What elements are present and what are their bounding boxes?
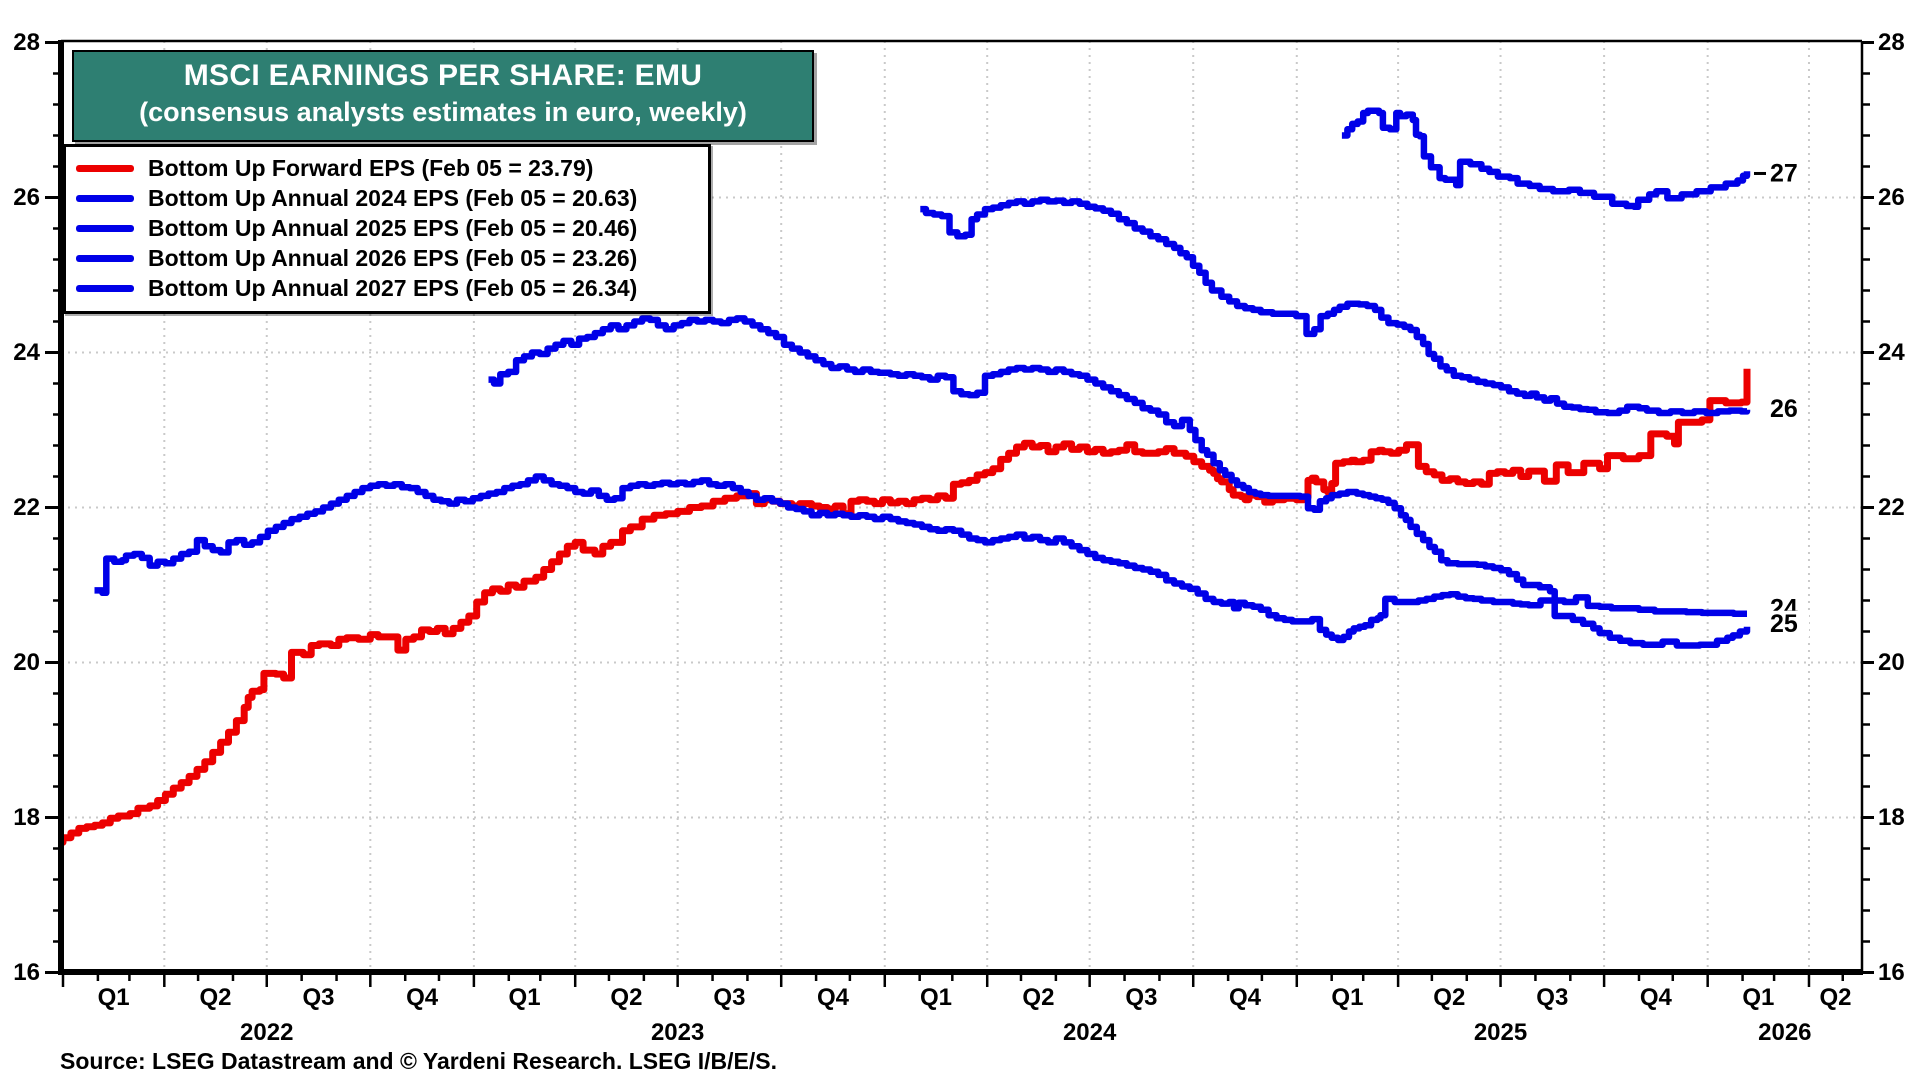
x-quarter-label: Q1 — [98, 984, 130, 1011]
x-quarter-label: Q3 — [1125, 984, 1157, 1011]
series-line-23.26 — [920, 196, 1751, 417]
legend-line-swatch — [76, 194, 134, 202]
y-axis-label-right: 26 — [1878, 184, 1905, 211]
series-line-20.63 — [94, 473, 1747, 644]
x-year-label: 2025 — [1474, 1019, 1527, 1046]
y-axis-label-left: 18 — [13, 804, 40, 831]
y-axis-label-left: 20 — [13, 649, 40, 676]
legend-line-swatch — [76, 164, 134, 172]
y-axis-label-right: 18 — [1878, 804, 1905, 831]
y-axis-label-right: 20 — [1878, 649, 1905, 676]
legend-item: Bottom Up Annual 2024 EPS (Feb 05 = 20.6… — [76, 183, 700, 213]
legend-item: Bottom Up Annual 2027 EPS (Feb 05 = 26.3… — [76, 273, 700, 303]
x-quarter-label: Q4 — [1640, 984, 1673, 1011]
x-quarter-label: Q3 — [303, 984, 335, 1011]
legend-item-label: Bottom Up Annual 2024 EPS (Feb 05 = 20.6… — [148, 184, 638, 211]
legend-item-label: Bottom Up Annual 2027 EPS (Feb 05 = 26.3… — [148, 274, 638, 301]
x-quarter-label: Q1 — [509, 984, 541, 1011]
series-line-23.79 — [59, 368, 1751, 846]
x-year-label: 2024 — [1063, 1019, 1117, 1046]
x-year-label: 2026 — [1758, 1019, 1811, 1046]
legend-item-label: Bottom Up Forward EPS (Feb 05 = 23.79) — [148, 154, 594, 181]
legend-line-swatch — [76, 284, 134, 292]
legend-line-swatch — [76, 224, 134, 232]
x-year-label: 2023 — [651, 1019, 704, 1046]
chart-title: MSCI EARNINGS PER SHARE: EMU — [183, 59, 703, 92]
end-label-mask — [1765, 610, 1809, 638]
series-lines — [59, 107, 1751, 846]
x-year-label: 2022 — [240, 1019, 293, 1046]
x-quarter-label: Q2 — [610, 984, 642, 1011]
legend-item-label: Bottom Up Annual 2025 EPS (Feb 05 = 20.4… — [148, 214, 638, 241]
source-note: Source: LSEG Datastream and © Yardeni Re… — [60, 1048, 777, 1074]
y-axis-label-left: 24 — [13, 339, 40, 366]
y-axis-label-left: 26 — [13, 184, 40, 211]
legend-item: Bottom Up Annual 2026 EPS (Feb 05 = 23.2… — [76, 243, 700, 273]
y-axis-label-left: 16 — [13, 959, 40, 986]
plot-border — [58, 39, 1864, 975]
x-quarter-label: Q3 — [713, 984, 745, 1011]
series-line-20.46 — [488, 315, 1751, 649]
x-quarter-label: Q4 — [817, 984, 850, 1011]
x-quarter-label: Q3 — [1536, 984, 1568, 1011]
x-quarter-label: Q4 — [1229, 984, 1262, 1011]
legend-item: Bottom Up Annual 2025 EPS (Feb 05 = 20.4… — [76, 213, 700, 243]
x-quarter-label: Q4 — [406, 984, 439, 1011]
x-quarter-label: Q2 — [1022, 984, 1054, 1011]
x-quarter-label: Q1 — [1331, 984, 1363, 1011]
series-end-label-25: 25 — [1770, 610, 1798, 638]
legend-item: Bottom Up Forward EPS (Feb 05 = 23.79) — [76, 153, 700, 183]
title-box: MSCI EARNINGS PER SHARE: EMU (consensus … — [72, 50, 814, 142]
y-axis-label-right: 22 — [1878, 494, 1905, 521]
y-axis-label-right: 28 — [1878, 29, 1905, 56]
y-axis-label-left: 22 — [13, 494, 40, 521]
legend-line-swatch — [76, 254, 134, 262]
x-quarter-label: Q2 — [1433, 984, 1465, 1011]
legend-item-label: Bottom Up Annual 2026 EPS (Feb 05 = 23.2… — [148, 244, 638, 271]
series-end-label-27: 27 — [1770, 159, 1798, 187]
series-end-label-26: 26 — [1770, 395, 1798, 423]
x-quarter-label: Q1 — [920, 984, 952, 1011]
chart-subtitle: (consensus analysts estimates in euro, w… — [139, 97, 747, 127]
x-quarter-label: Q2 — [200, 984, 232, 1011]
legend: Bottom Up Forward EPS (Feb 05 = 23.79) Bo… — [63, 144, 711, 314]
y-axis-label-right: 16 — [1878, 959, 1905, 986]
y-axis-label-right: 24 — [1878, 339, 1905, 366]
x-quarter-label: Q2 — [1819, 984, 1851, 1011]
x-quarter-label: Q1 — [1742, 984, 1774, 1011]
series-line-26.34 — [1341, 107, 1751, 211]
y-axis-label-left: 28 — [13, 29, 40, 56]
